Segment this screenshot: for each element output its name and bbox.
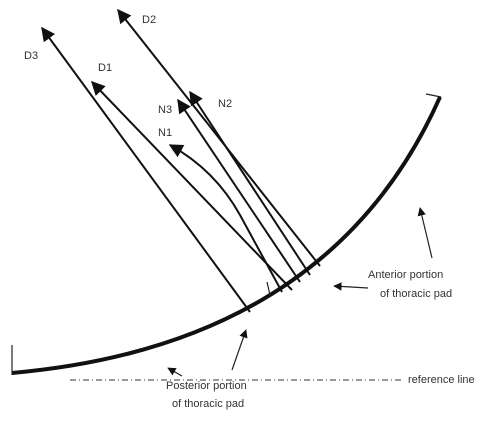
annotation: reference line xyxy=(408,374,475,386)
label: N2 xyxy=(218,98,232,110)
ray-n3 xyxy=(177,98,301,283)
pointer xyxy=(167,367,183,377)
label: N1 xyxy=(158,127,172,139)
label: D2 xyxy=(142,14,156,26)
pointer xyxy=(231,329,248,371)
pointer xyxy=(333,282,369,291)
annotation: Posterior portion xyxy=(166,380,247,392)
ray-n2 xyxy=(189,90,311,276)
end-tick xyxy=(425,93,442,98)
label: D1 xyxy=(98,62,112,74)
annotation: of thoracic pad xyxy=(380,288,452,300)
ray-d1 xyxy=(91,80,293,291)
tick xyxy=(266,281,271,296)
annotation: Anterior portion xyxy=(368,269,443,281)
ray-d3 xyxy=(41,26,251,313)
label: N3 xyxy=(158,104,172,116)
annotation: of thoracic pad xyxy=(172,398,244,410)
thoracic-pad xyxy=(11,96,442,375)
ray-n1 xyxy=(168,144,283,293)
pointer xyxy=(417,207,433,259)
label: D3 xyxy=(24,50,38,62)
